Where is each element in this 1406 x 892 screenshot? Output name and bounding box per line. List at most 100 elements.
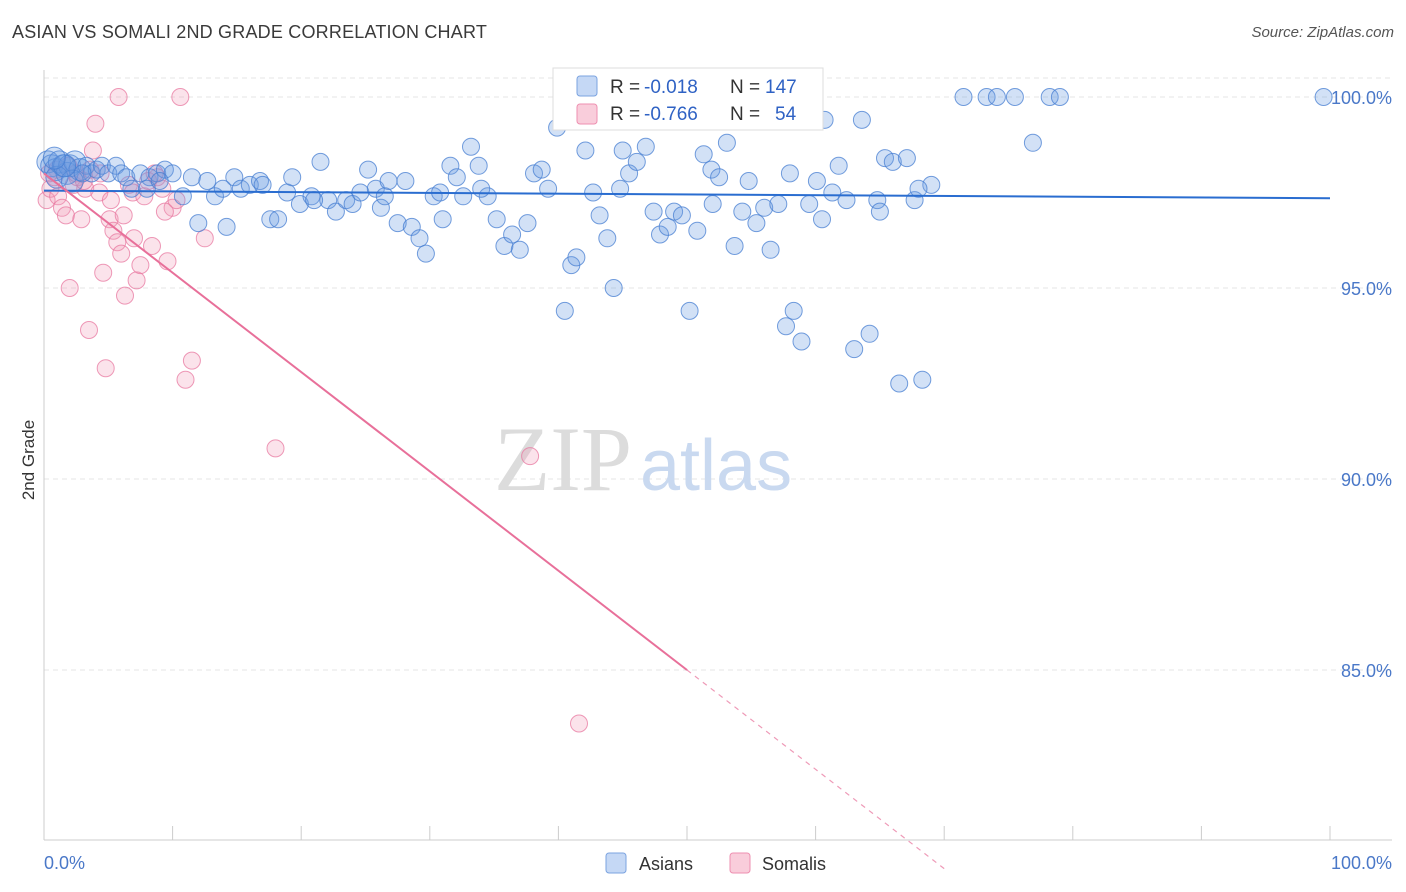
- asian-point: [636, 137, 655, 156]
- asian-point: [739, 172, 758, 190]
- stats-somali-swatch: [576, 103, 598, 125]
- asian-point: [909, 179, 928, 198]
- asian-point: [710, 168, 729, 187]
- asian-point: [829, 156, 848, 175]
- asian-point: [747, 214, 766, 233]
- asian-point: [269, 210, 288, 229]
- asian-point: [478, 187, 497, 206]
- legend-asians-swatch[interactable]: [605, 852, 627, 874]
- y-axis-label: 2nd Grade: [19, 420, 38, 500]
- asian-point: [198, 172, 217, 190]
- asian-point: [213, 179, 232, 198]
- asian-point: [375, 187, 394, 206]
- somali-point: [96, 359, 115, 378]
- asian-point: [651, 225, 669, 244]
- somali-point: [125, 229, 143, 248]
- watermark: ZIP atlas: [494, 408, 792, 510]
- asian-point: [433, 210, 452, 229]
- asian-point: [769, 195, 788, 213]
- asian-point: [487, 210, 506, 229]
- asian-point: [472, 179, 491, 198]
- asian-point: [694, 145, 713, 164]
- asian-point: [680, 301, 699, 320]
- asian-point: [792, 332, 811, 351]
- asian-point: [584, 183, 603, 202]
- asian-point: [45, 165, 69, 189]
- asian-point: [883, 152, 902, 171]
- legend-asians-label[interactable]: Asians: [639, 854, 693, 874]
- stats-somali-n-label: N =: [730, 104, 760, 125]
- somali-point: [182, 351, 201, 370]
- somali-point: [158, 252, 177, 271]
- asian-point: [42, 146, 66, 170]
- stats-somali-r-label: R =: [610, 104, 640, 125]
- asian-point: [567, 248, 586, 267]
- somali-point: [76, 179, 95, 198]
- asian-point: [539, 179, 558, 198]
- y-tick-label: 100.0%: [1331, 88, 1392, 108]
- watermark-zip: ZIP: [494, 408, 632, 510]
- asian-point: [703, 195, 722, 213]
- asian-point: [598, 229, 617, 248]
- asian-point: [870, 202, 889, 221]
- asian-point: [717, 133, 736, 152]
- asian-trend-line: [43, 189, 1331, 200]
- asian-point: [658, 217, 677, 236]
- x-tick-label-right: 100.0%: [1331, 853, 1392, 873]
- asian-point: [60, 169, 84, 193]
- asian-point: [359, 160, 378, 179]
- somali-point: [195, 229, 214, 248]
- somali-trend-line: [43, 172, 688, 671]
- asian-point: [173, 187, 192, 206]
- asian-point: [688, 221, 707, 240]
- asian-point: [860, 324, 879, 343]
- asian-point: [225, 168, 244, 187]
- asian-point: [469, 156, 488, 175]
- somali-point: [570, 714, 588, 733]
- asian-point: [311, 152, 330, 171]
- somali-point: [109, 88, 128, 106]
- stats-legend-frame: [552, 67, 824, 131]
- asian-point: [837, 191, 856, 210]
- trend-lines: [43, 172, 1331, 870]
- somali-point: [108, 233, 127, 252]
- somali-point: [100, 210, 119, 229]
- asian-point: [92, 156, 111, 175]
- asian-point: [410, 229, 429, 248]
- asian-point: [977, 88, 996, 106]
- asian-point: [725, 237, 744, 255]
- asian-point: [897, 149, 916, 168]
- asian-point: [913, 370, 932, 389]
- asian-point: [73, 164, 92, 183]
- watermark-atlas: atlas: [640, 426, 792, 506]
- asian-point: [189, 214, 208, 233]
- asian-point: [987, 88, 1006, 106]
- somali-point: [521, 447, 540, 466]
- asian-point: [784, 301, 803, 320]
- somali-point: [80, 321, 98, 339]
- asian-point: [761, 240, 780, 259]
- somali-point: [86, 114, 105, 133]
- asian-point: [845, 340, 864, 359]
- asian-point: [672, 206, 691, 225]
- asian-point: [253, 175, 272, 194]
- asian-point: [122, 179, 141, 198]
- somali-point: [116, 286, 134, 305]
- somali-point: [72, 210, 91, 229]
- asian-point: [777, 317, 795, 336]
- stats-somali-n-value: 54: [775, 104, 797, 125]
- asian-point: [1314, 88, 1333, 106]
- asian-point: [371, 198, 390, 217]
- stats-asian-swatch: [576, 75, 598, 97]
- asian-point: [99, 164, 118, 183]
- asian-point: [627, 152, 646, 171]
- somali-point: [171, 88, 190, 106]
- asian-point: [150, 172, 169, 190]
- asian-point: [613, 141, 632, 160]
- legend-somalis-swatch[interactable]: [729, 852, 751, 874]
- asian-point: [396, 172, 415, 190]
- y-tick-label: 85.0%: [1341, 661, 1392, 681]
- legend-somalis-label[interactable]: Somalis: [762, 854, 826, 874]
- asian-point: [611, 179, 630, 198]
